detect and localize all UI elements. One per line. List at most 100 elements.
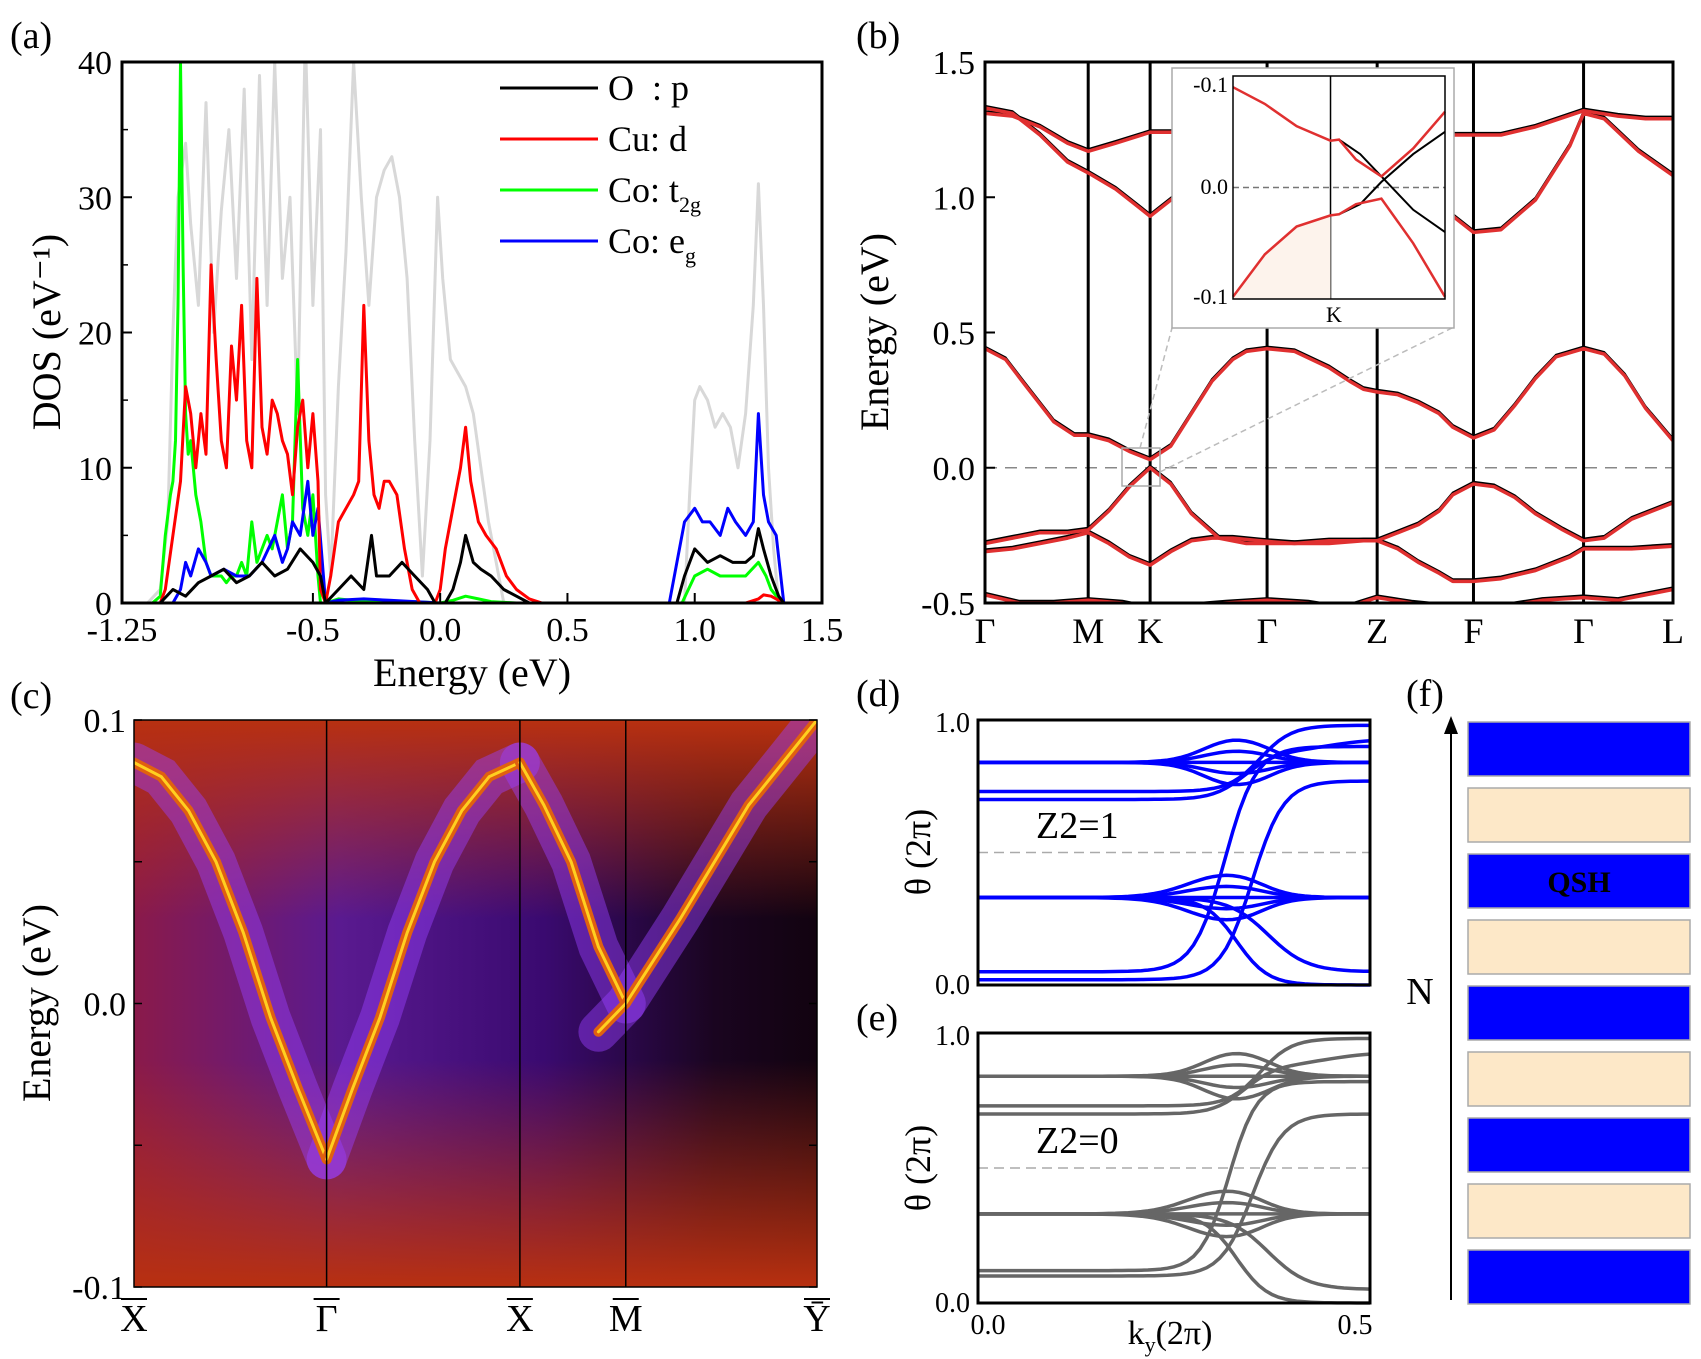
- wcc-e-xlabel: ky(2π): [1128, 1315, 1213, 1357]
- spectrum-band-core: [325, 761, 522, 1161]
- band-ytick-label: 1.5: [933, 45, 976, 82]
- inset-band-black: [1338, 130, 1446, 216]
- dos-ticks: -1.25 -0.5 0.0 0.5 1.0 1.5 0 10 20 30 40: [78, 45, 843, 649]
- wcc-d-frame: [976, 718, 1372, 987]
- panel-f-label: (f): [1406, 673, 1444, 715]
- band-line-red: [985, 346, 1673, 462]
- band-structure-plot: [985, 62, 1673, 603]
- dos-ytick-label: 30: [78, 180, 112, 217]
- wcc-curve: [978, 1051, 1371, 1078]
- dos-ytick-label: 10: [78, 451, 112, 488]
- stacking-axis-label: N: [1406, 971, 1433, 1013]
- panel-b: (b) -0.50.00.51.01.5Γ M K Γ Z F Γ L Energy (eV)…: [852, 15, 1684, 651]
- heatmap-ytick-label: 0.1: [84, 703, 127, 740]
- band-kpoint-label: F: [1463, 611, 1483, 651]
- spacer-layer: [1467, 787, 1691, 843]
- panel-f: (f) N QSH: [1406, 673, 1691, 1305]
- band-ytick-label: 1.0: [933, 180, 976, 217]
- dos-xtick-label: 0.5: [546, 612, 589, 649]
- surface-spectrum-heatmap: [134, 720, 817, 1287]
- inset-frame: [1232, 75, 1446, 300]
- wcc-curve: [978, 1212, 1371, 1291]
- band-kpoint-label: Z: [1366, 611, 1388, 651]
- qsh-layer-label: QSH: [1547, 866, 1610, 899]
- spacer-layer: [1467, 1051, 1691, 1107]
- wcc-curve: [978, 779, 1370, 982]
- inset-xlabel: K: [1326, 302, 1342, 327]
- wcc-d-ylabel: θ (2π): [898, 809, 938, 895]
- inset-band-red: [1232, 86, 1446, 178]
- wcc-curve: [978, 1036, 1370, 1108]
- panel-c: (c) 0.10.0-0.1X Γ X M Ȳ Energy (eV): [10, 675, 831, 1340]
- wcc-e-ytick-bottom: 0.0: [935, 1288, 970, 1319]
- band-line-black: [985, 586, 1673, 603]
- dos-xtick-label: -0.5: [286, 612, 340, 649]
- wcc-curve: [978, 760, 1371, 787]
- inset-band-red: [1232, 197, 1447, 298]
- wcc-e-ylabel: θ (2π): [898, 1125, 938, 1211]
- inset-ytick-mid: 0.0: [1201, 174, 1229, 199]
- heatmap-ytick-label: 0.0: [84, 987, 127, 1024]
- band-kpoint-label: M: [1072, 611, 1104, 651]
- dos-xtick-label: -1.25: [87, 612, 158, 649]
- inset-ytick-bottom: -0.1: [1193, 284, 1228, 309]
- band-kpoint-label: Γ: [975, 611, 996, 651]
- dos-curve-total: [122, 62, 822, 603]
- wcc-d-ytick-bottom: 0.0: [935, 970, 970, 1001]
- inset-plot: [1232, 76, 1447, 299]
- layer-stack: QSH: [1467, 721, 1691, 1305]
- band-ylabel: Energy (eV): [852, 233, 897, 431]
- panel-e: (e) Z2=0 θ (2π) 1.0 0.0 0.0 0.5 ky(2π): [856, 997, 1373, 1357]
- band-kpoint-label: Γ: [1257, 611, 1278, 651]
- spectrum-band-core: [596, 720, 817, 1034]
- legend-label-co-eg: Co: eg: [608, 221, 696, 268]
- dos-ytick-label: 0: [95, 586, 112, 623]
- wcc-curve: [978, 1212, 1370, 1305]
- band-ytick-label: 0.0: [933, 451, 976, 488]
- dos-ylabel: DOS (eV⁻¹): [24, 234, 69, 430]
- dos-xtick-label: 1.0: [673, 612, 716, 649]
- heatmap-bottom-glow: [134, 720, 817, 1287]
- wcc-curve: [978, 723, 1370, 794]
- band-line-red: [985, 587, 1673, 603]
- zoom-box: [1121, 447, 1161, 487]
- legend-label-cu-d: Cu: d: [608, 119, 687, 159]
- dos-curve-co-t2g: [122, 62, 822, 603]
- heatmap-ticks: 0.10.0-0.1X Γ X M Ȳ: [72, 703, 831, 1340]
- band-ticks: -0.50.00.51.01.5Γ M K Γ Z F Γ L: [921, 45, 1684, 651]
- dos-ytick-label: 20: [78, 316, 112, 353]
- dos-xtick-label: 0.0: [419, 612, 462, 649]
- band-ytick-label: -0.5: [921, 586, 975, 623]
- band-ytick-label: 0.5: [933, 316, 976, 353]
- qsh-layer: [1467, 721, 1691, 777]
- wcc-e-ytick-top: 1.0: [935, 1021, 970, 1052]
- heatmap-kpoint-label: X: [120, 1298, 147, 1340]
- dos-curve-co-eg: [122, 412, 822, 603]
- wcc-curve: [978, 744, 1370, 974]
- legend-label-co-t2g: Co: t2g: [608, 170, 701, 217]
- qsh-layer: [1467, 985, 1691, 1041]
- inset-shaded-area: [1233, 215, 1331, 299]
- spectrum-band-core: [134, 761, 329, 1161]
- qsh-layer: [1467, 853, 1691, 909]
- heatmap-kpoint-label: Ȳ: [803, 1298, 830, 1340]
- dos-legend: O : p Cu: d Co: t2g Co: eg: [500, 68, 701, 268]
- spacer-layer: [1467, 1183, 1691, 1239]
- inset-ytick-top: -0.1: [1193, 72, 1228, 97]
- spacer-layer: [1467, 919, 1691, 975]
- panel-a-label: (a): [10, 15, 52, 57]
- heatmap-ytick-label: -0.1: [72, 1270, 126, 1307]
- dos-curve-cu-d: [122, 263, 822, 603]
- band-line-red: [985, 530, 1673, 584]
- dos-xtick-label: 1.5: [801, 612, 844, 649]
- wcc-e-frame: [976, 1031, 1372, 1305]
- band-kpoint-label: Γ: [1573, 611, 1594, 651]
- wcc-e-annotation: Z2=0: [1036, 1120, 1119, 1162]
- wcc-curve: [978, 1112, 1370, 1278]
- wcc-curve: [978, 1074, 1371, 1101]
- panel-a: (a) -1.25 -0.5 0.0 0.5 1.0 1.5 0 10 20 30 40 DOS (…: [10, 15, 843, 695]
- wcc-plot-z2-0: [978, 1036, 1371, 1305]
- dos-plot: [122, 62, 822, 603]
- heatmap-kpoint-label: Γ: [316, 1298, 338, 1340]
